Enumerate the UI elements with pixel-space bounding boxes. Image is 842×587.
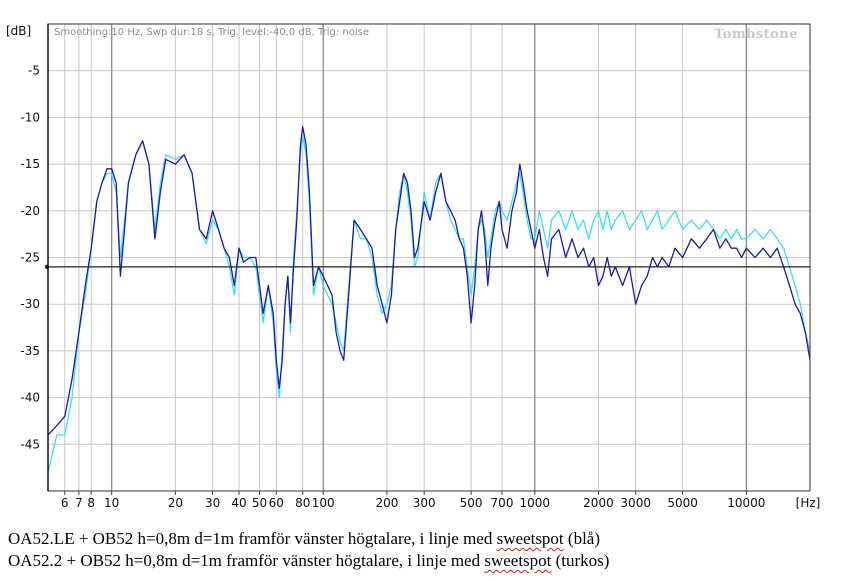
x-tick-label: 300: [413, 496, 436, 510]
measurement-settings-text: Smoothing:10 Hz, Swp dur:18 s, Trig. lev…: [54, 27, 369, 38]
caption-line-1: OA52.LE + OB52 h=0,8m d=1m framför vänst…: [8, 528, 838, 550]
y-tick-label: -45: [20, 437, 40, 451]
x-tick-label: 10000: [727, 496, 765, 510]
tombstone-watermark: Tombstone: [714, 27, 798, 42]
x-tick-label: 200: [375, 496, 398, 510]
y-tick-label: -40: [20, 391, 40, 405]
x-tick-label: 30: [205, 496, 220, 510]
x-tick-label: 20: [168, 496, 183, 510]
x-tick-label: 50: [252, 496, 267, 510]
x-tick-label: 6: [61, 496, 69, 510]
x-tick-label: 5000: [667, 496, 698, 510]
caption-1-text: OA52.LE + OB52 h=0,8m d=1m framför vänst…: [8, 529, 497, 548]
x-tick-label: 3000: [620, 496, 651, 510]
x-tick-label: 700: [491, 496, 514, 510]
y-tick-label: -5: [28, 64, 40, 78]
y-tick-label: -10: [20, 110, 40, 124]
caption-line-2: OA52.2 + OB52 h=0,8m d=1m framför vänste…: [8, 550, 838, 572]
series-blue-line: [47, 126, 811, 436]
chart-svg: -5 -10 -15 -20 -25 -30 -35 -40 -45 6 7 8 10 20 30 40 50 6…: [6, 23, 821, 510]
x-tick-label: 100: [312, 496, 335, 510]
y-tick-label: -15: [20, 157, 40, 171]
x-tick-label: 7: [75, 496, 83, 510]
y-tick-label: -30: [20, 297, 40, 311]
caption-2-text: OA52.2 + OB52 h=0,8m d=1m framför vänste…: [8, 551, 485, 570]
x-tick-label: 8: [87, 496, 95, 510]
caption-2-spellcheck-word: sweetspot: [484, 551, 552, 570]
caption-1-suffix: (blå): [563, 529, 600, 548]
y-axis-unit-label: [dB]: [6, 24, 31, 38]
y-tick-label: -20: [20, 204, 40, 218]
x-tick-label: 10: [104, 496, 119, 510]
x-tick-label: 500: [460, 496, 483, 510]
y-tick-label: -35: [20, 344, 40, 358]
x-axis-unit-label: [Hz]: [796, 496, 821, 510]
x-tick-label: 1000: [519, 496, 550, 510]
x-tick-label: 80: [295, 496, 310, 510]
caption-1-spellcheck-word: sweetspot: [496, 529, 564, 548]
x-tick-label: 40: [231, 496, 246, 510]
frequency-response-chart: -5 -10 -15 -20 -25 -30 -35 -40 -45 6 7 8 10 20 30 40 50 6…: [6, 23, 821, 510]
caption-2-suffix: (turkos): [551, 551, 610, 570]
caption-block: OA52.LE + OB52 h=0,8m d=1m framför vänst…: [8, 528, 838, 572]
x-tick-label: 60: [269, 496, 284, 510]
x-tick-label: 2000: [583, 496, 614, 510]
series-turquoise-line: [47, 135, 811, 473]
y-tick-label: -25: [20, 251, 40, 265]
